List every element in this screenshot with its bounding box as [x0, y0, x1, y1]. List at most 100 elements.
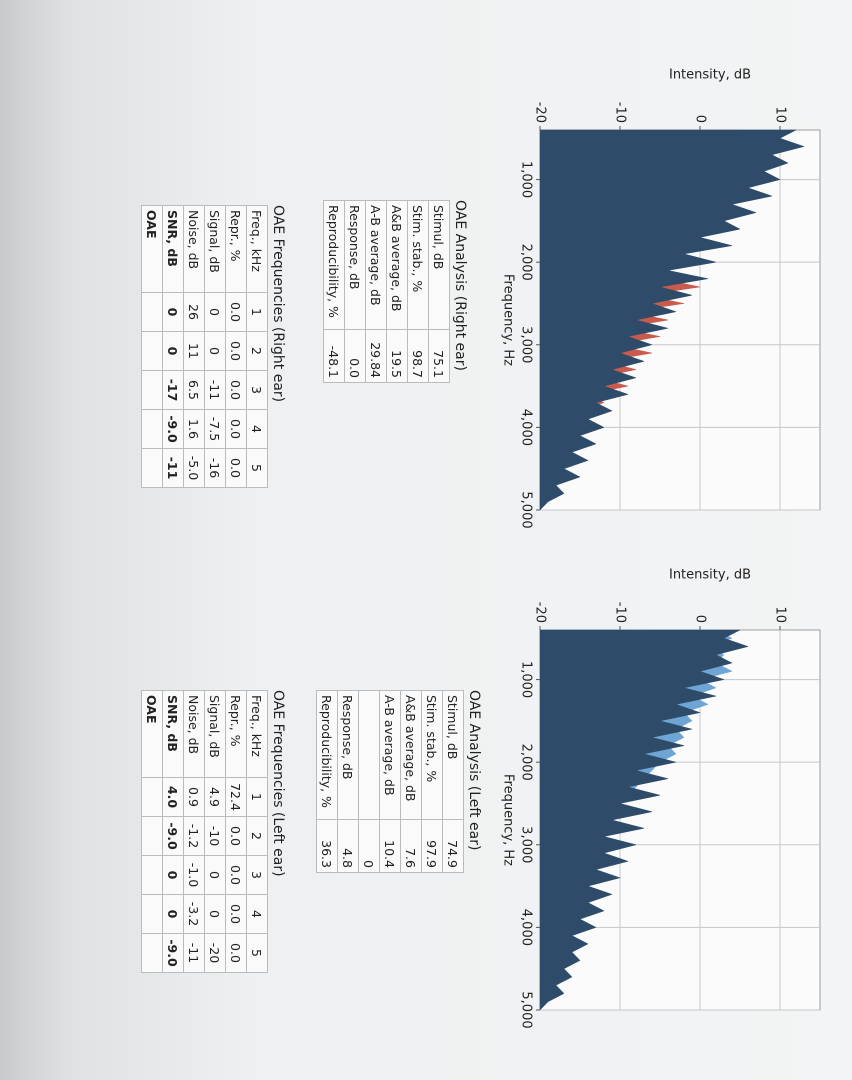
- table-cell: -9.0: [162, 816, 184, 856]
- y-tick-label: 10: [773, 106, 788, 123]
- table-cell: 11: [183, 331, 205, 371]
- table-row: Noise, dB 26 11 6.5 1.6 -5.0: [183, 205, 205, 488]
- table-row: Freq., kHz 1 2 3 4 5: [246, 690, 268, 973]
- x-tick-label: 3,000: [519, 326, 534, 363]
- table-cell: 3: [246, 370, 268, 410]
- table-row: A&B average, dB 7.6: [400, 690, 422, 873]
- table-row: SNR, dB 4.0 -9.0 0 0 -9.0: [162, 690, 184, 973]
- table-cell: 29.84: [365, 329, 387, 383]
- x-tick-label: 4,000: [519, 909, 534, 946]
- table-cell: 19.5: [386, 329, 408, 383]
- x-tick-label: 2,000: [519, 744, 534, 781]
- table-cell: [141, 894, 163, 934]
- table-cell: 0: [204, 855, 226, 895]
- x-tick-label: 1,000: [519, 161, 534, 198]
- table-row: Stimul, dB 75.1: [428, 200, 450, 383]
- y-axis-label: Intensity, dB: [669, 68, 751, 83]
- table-cell: 1: [246, 777, 268, 817]
- table-cell: 0: [204, 292, 226, 332]
- table-cell: Repr., %: [225, 205, 247, 293]
- table-cell: -20: [204, 933, 226, 973]
- table-cell: 0: [204, 894, 226, 934]
- table-row: Repr., % 0.0 0.0 0.0 0.0 0.0: [225, 205, 247, 488]
- table-cell: OAE: [141, 690, 163, 778]
- x-tick-label: 1,000: [519, 661, 534, 698]
- table-cell: Noise, dB: [183, 205, 205, 293]
- table-row: Response, dB 0.0: [344, 200, 366, 383]
- table-cell: -48.1: [323, 329, 345, 383]
- table-cell: -3.2: [183, 894, 205, 934]
- table-cell: A&B average, dB: [400, 690, 422, 820]
- table-cell: Stimul, dB: [428, 200, 450, 330]
- x-axis-label: Frequency, Hz: [501, 274, 516, 366]
- y-tick-label: -20: [533, 602, 548, 623]
- table-cell: 0.0: [225, 370, 247, 410]
- x-axis-label: Frequency, Hz: [501, 774, 516, 866]
- left-analysis: OAE Analysis (Left ear) Stimul, dB 74.9 St…: [316, 690, 482, 873]
- table-cell: 2: [246, 331, 268, 371]
- table-cell: Response, dB: [344, 200, 366, 330]
- table-cell: 74.9: [442, 819, 464, 873]
- left-frequencies: OAE Frequencies (Left ear) Freq., kHz 1 2 3…: [141, 690, 286, 973]
- table-cell: 98.7: [407, 329, 429, 383]
- table-cell: [358, 690, 380, 820]
- x-tick-label: 5,000: [519, 491, 534, 528]
- table-row: Freq., kHz 1 2 3 4 5: [246, 205, 268, 488]
- table-title: OAE Analysis (Right ear): [452, 200, 468, 371]
- table-cell: 4.8: [337, 819, 359, 873]
- table-cell: SNR, dB: [162, 205, 184, 293]
- table-cell: 75.1: [428, 329, 450, 383]
- y-axis-label: Intensity, dB: [669, 568, 751, 583]
- table-cell: Repr., %: [225, 690, 247, 778]
- table-cell: A-B average, dB: [379, 690, 401, 820]
- table-row: SNR, dB 0 0 -17 -9.0 -11: [162, 205, 184, 488]
- table-cell: 1.6: [183, 409, 205, 449]
- table-row: Stimul, dB 74.9: [442, 690, 464, 873]
- table-cell: A-B average, dB: [365, 200, 387, 330]
- table-cell: 0.9: [183, 777, 205, 817]
- table-cell: [141, 370, 163, 410]
- table-cell: Signal, dB: [204, 205, 226, 293]
- table-row: Signal, dB 0 0 -11 -7.5 -16: [204, 205, 226, 488]
- table-cell: -5.0: [183, 448, 205, 488]
- table-cell: 6.5: [183, 370, 205, 410]
- table-cell: Noise, dB: [183, 690, 205, 778]
- table-row: Reproducibility, % 36.3: [316, 690, 338, 873]
- x-tick-label: 5,000: [519, 991, 534, 1028]
- table-row: Repr., % 72.4 0.0 0.0 0.0 0.0: [225, 690, 247, 973]
- table-cell: [141, 331, 163, 371]
- table-row: Reproducibility, % -48.1: [323, 200, 345, 383]
- table-cell: -1.2: [183, 816, 205, 856]
- spectrum-area: [539, 629, 749, 1011]
- right-analysis: OAE Analysis (Right ear) Stimul, dB 75.1 S…: [323, 200, 468, 383]
- table-cell: Response, dB: [337, 690, 359, 820]
- table-title: OAE Analysis (Left ear): [466, 690, 482, 851]
- table-cell: Signal, dB: [204, 690, 226, 778]
- table-cell: 3: [246, 855, 268, 895]
- table-row: 0: [358, 690, 380, 873]
- table-row: Noise, dB 0.9 -1.2 -1.0 -3.2 -11: [183, 690, 205, 973]
- table-cell: 0.0: [225, 816, 247, 856]
- y-tick-label: 0: [693, 115, 708, 123]
- table-cell: -7.5: [204, 409, 226, 449]
- table-row: Signal, dB 4.9 -10 0 0 -20: [204, 690, 226, 973]
- table-cell: -16: [204, 448, 226, 488]
- table-cell: 4.9: [204, 777, 226, 817]
- table-cell: [141, 933, 163, 973]
- table-cell: -11: [183, 933, 205, 973]
- table-cell: 0.0: [225, 448, 247, 488]
- table-cell: 0.0: [225, 409, 247, 449]
- table-row: A-B average, dB 29.84: [365, 200, 387, 383]
- table-cell: 0: [204, 331, 226, 371]
- table-cell: 2: [246, 816, 268, 856]
- table-cell: 4: [246, 409, 268, 449]
- table-cell: Reproducibility, %: [316, 690, 338, 820]
- table-cell: 0: [358, 819, 380, 873]
- table-cell: [141, 409, 163, 449]
- table-cell: 0.0: [225, 933, 247, 973]
- y-tick-label: -10: [613, 602, 628, 623]
- table-cell: Stim. stab., %: [421, 690, 443, 820]
- table-row: A&B average, dB 19.5: [386, 200, 408, 383]
